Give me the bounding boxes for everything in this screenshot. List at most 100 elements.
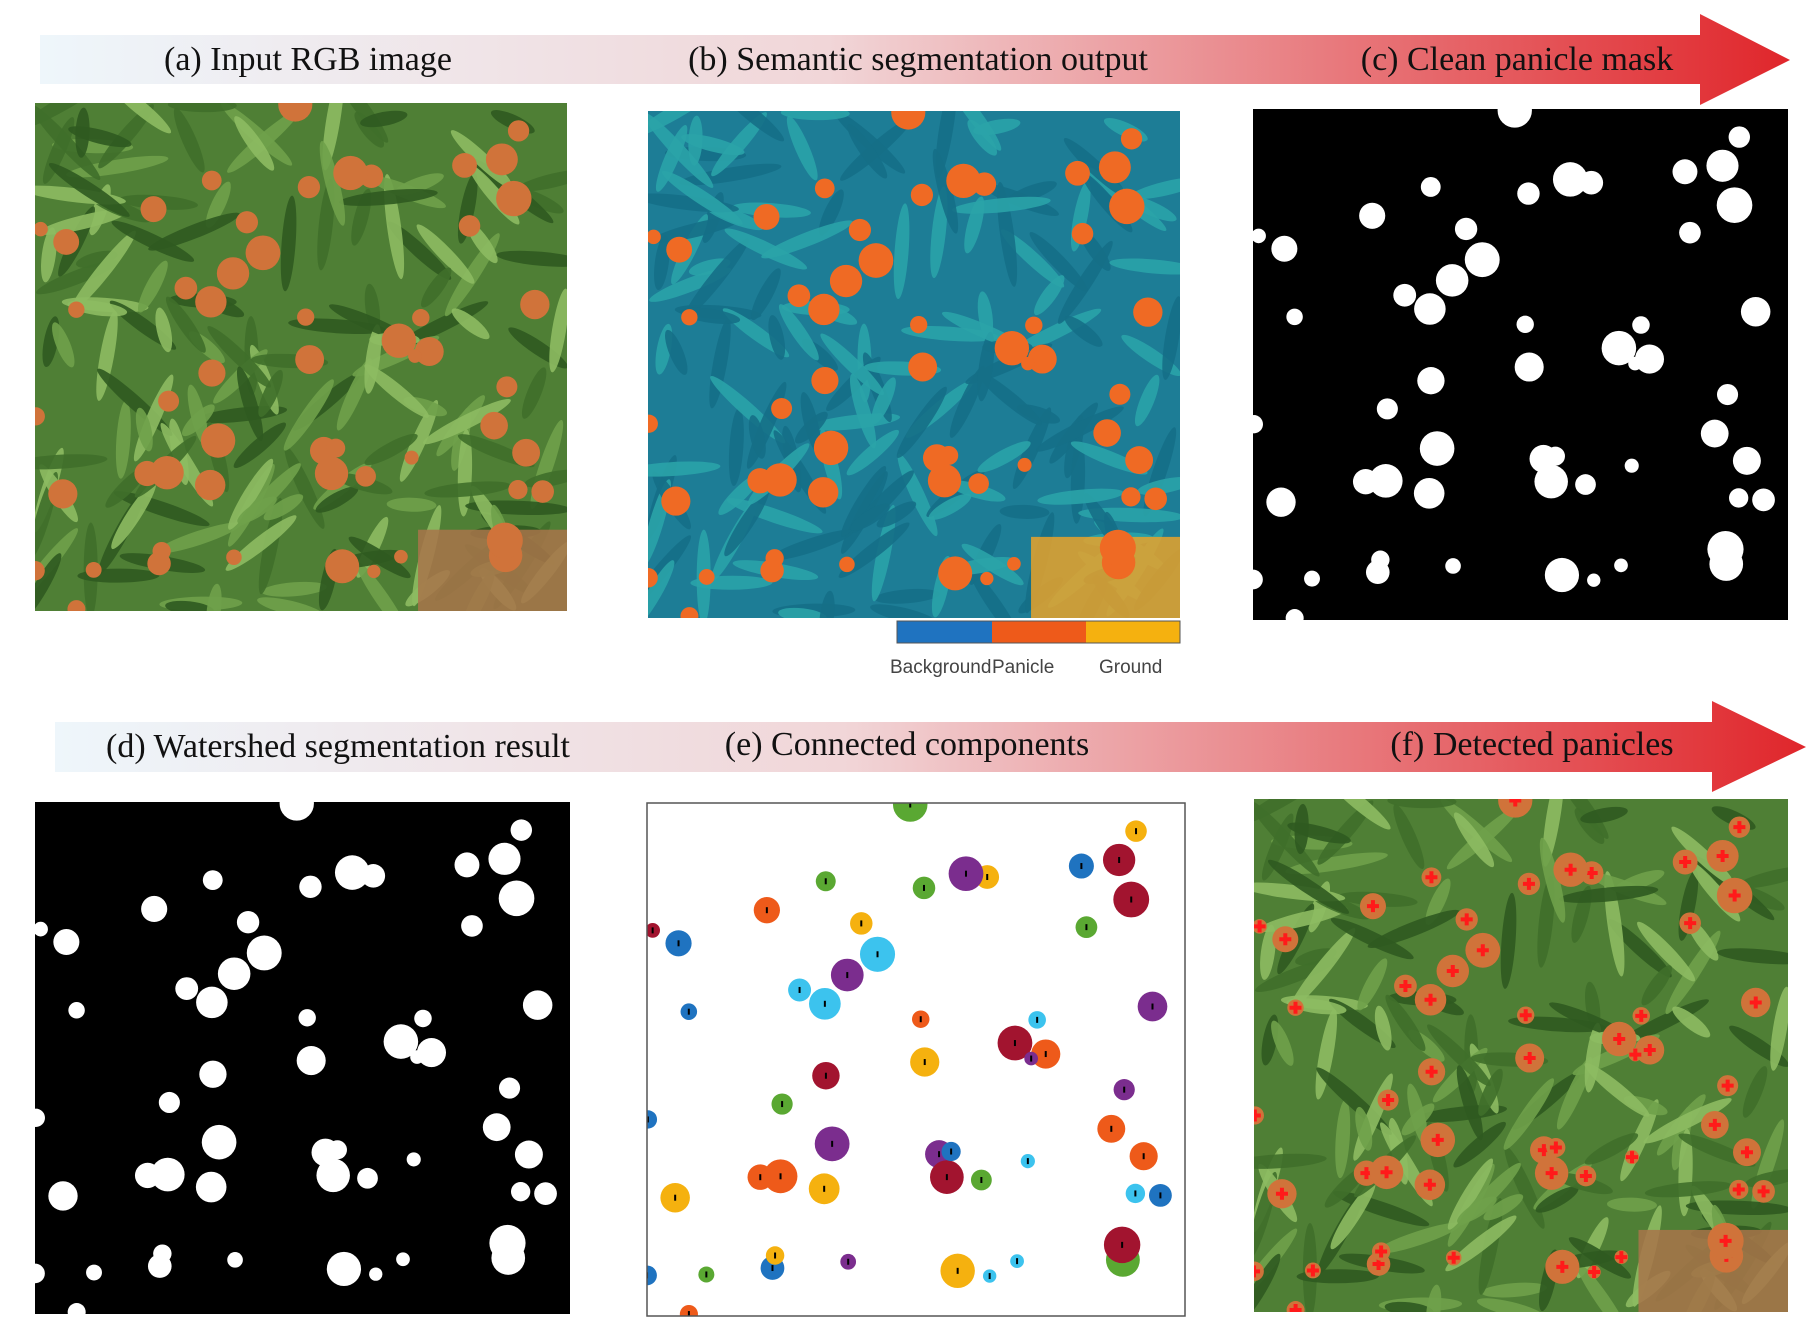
texture bbox=[1099, 529, 1136, 566]
texture bbox=[512, 438, 541, 467]
texture bbox=[158, 390, 180, 412]
texture bbox=[824, 878, 827, 885]
texture bbox=[956, 1267, 959, 1274]
texture bbox=[1013, 1040, 1016, 1047]
texture bbox=[1000, 229, 1065, 288]
texture bbox=[1029, 232, 1088, 292]
texture bbox=[297, 308, 315, 326]
texture bbox=[226, 549, 242, 566]
texture bbox=[155, 307, 173, 353]
texture bbox=[949, 365, 985, 438]
texture bbox=[1253, 228, 1266, 244]
texture bbox=[839, 556, 855, 573]
texture bbox=[325, 549, 360, 584]
texture bbox=[1393, 283, 1417, 307]
watershed-image bbox=[35, 802, 570, 1314]
texture bbox=[654, 234, 670, 291]
texture bbox=[1357, 958, 1388, 1011]
panel-label: (e) Connected components bbox=[725, 726, 1089, 763]
texture bbox=[1733, 821, 1746, 834]
texture bbox=[1706, 149, 1739, 182]
texture bbox=[48, 479, 78, 509]
legend-label: Panicle bbox=[992, 657, 1054, 678]
texture bbox=[1435, 264, 1469, 297]
texture bbox=[356, 561, 409, 611]
texture bbox=[858, 243, 894, 278]
texture bbox=[1576, 1262, 1629, 1312]
texture bbox=[150, 455, 184, 490]
segmentation-image bbox=[648, 111, 1180, 618]
texture bbox=[1414, 293, 1446, 325]
texture bbox=[1123, 1086, 1126, 1093]
texture bbox=[225, 515, 297, 571]
texture bbox=[1380, 1166, 1393, 1179]
texture bbox=[115, 400, 131, 479]
texture bbox=[458, 215, 481, 237]
texture bbox=[1286, 308, 1303, 326]
texture bbox=[68, 1002, 85, 1019]
texture bbox=[753, 203, 780, 230]
texture bbox=[1260, 924, 1276, 980]
texture bbox=[412, 309, 430, 327]
texture bbox=[1483, 1194, 1524, 1221]
texture bbox=[531, 480, 554, 503]
texture bbox=[765, 549, 784, 568]
panel-label: (f) Detected panicles bbox=[1390, 726, 1673, 763]
texture bbox=[1135, 828, 1138, 835]
texture bbox=[1109, 383, 1131, 405]
texture bbox=[414, 337, 444, 367]
texture bbox=[383, 1024, 419, 1059]
texture bbox=[1716, 187, 1753, 223]
texture bbox=[648, 568, 658, 588]
texture bbox=[945, 1174, 948, 1181]
texture bbox=[969, 568, 1022, 618]
texture bbox=[871, 504, 896, 602]
texture bbox=[1580, 806, 1628, 824]
texture bbox=[70, 230, 136, 312]
texture bbox=[928, 493, 972, 520]
texture bbox=[1159, 1192, 1162, 1199]
texture bbox=[1544, 557, 1580, 593]
texture bbox=[96, 310, 118, 401]
texture bbox=[237, 496, 277, 524]
texture bbox=[75, 250, 118, 268]
texture bbox=[35, 1263, 45, 1284]
texture bbox=[1130, 896, 1133, 903]
texture bbox=[1425, 1284, 1442, 1312]
texture bbox=[1719, 1234, 1732, 1247]
texture bbox=[1635, 344, 1665, 374]
texture bbox=[510, 1182, 531, 1202]
texture bbox=[1425, 878, 1451, 925]
texture bbox=[522, 990, 553, 1020]
panel-border bbox=[646, 802, 1186, 1317]
texture bbox=[1708, 1118, 1721, 1131]
texture bbox=[498, 1077, 521, 1099]
texture bbox=[778, 607, 828, 618]
texture bbox=[1740, 1146, 1753, 1159]
texture bbox=[327, 1140, 347, 1160]
texture bbox=[326, 1251, 362, 1287]
texture bbox=[786, 115, 818, 181]
texture bbox=[841, 465, 887, 537]
texture bbox=[486, 522, 523, 559]
texture bbox=[1030, 1055, 1033, 1062]
texture bbox=[35, 560, 45, 581]
texture bbox=[1509, 799, 1522, 807]
texture bbox=[986, 874, 989, 881]
texture bbox=[952, 196, 1051, 214]
texture bbox=[647, 1110, 658, 1129]
texture bbox=[648, 229, 661, 245]
texture bbox=[488, 842, 521, 875]
texture bbox=[199, 1060, 227, 1088]
texture bbox=[781, 1101, 784, 1108]
texture bbox=[893, 203, 910, 300]
texture bbox=[158, 1091, 180, 1114]
texture bbox=[278, 103, 313, 122]
texture bbox=[423, 398, 511, 445]
texture bbox=[1740, 296, 1771, 327]
texture bbox=[1497, 109, 1532, 128]
texture bbox=[258, 369, 283, 417]
texture bbox=[156, 522, 241, 554]
texture bbox=[508, 480, 528, 500]
texture bbox=[1716, 383, 1739, 406]
